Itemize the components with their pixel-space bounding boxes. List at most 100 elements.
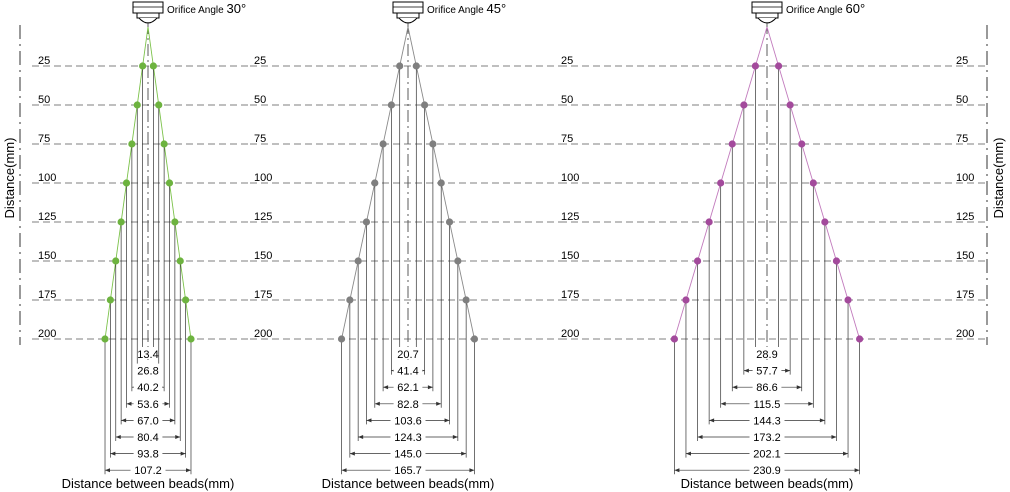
bead-dot (176, 257, 184, 265)
bead-dot (437, 179, 445, 187)
dimension-arrow (808, 401, 814, 406)
left-axis-title: Distance(mm) (2, 138, 17, 219)
distance-label: 125 (561, 211, 579, 223)
distance-label: 200 (561, 328, 579, 340)
bead-dot (670, 335, 679, 343)
dimension-arrow (796, 385, 802, 390)
dimension-arrow (709, 418, 715, 423)
width-label: 173.2 (753, 432, 781, 444)
right-axis-title: Distance(mm) (991, 138, 1006, 219)
width-label: 40.2 (137, 382, 158, 394)
width-label-bg (752, 347, 782, 359)
orifice-angle-label: Orifice Angle 60° (786, 1, 865, 16)
distance-label: 150 (38, 250, 56, 262)
bead-dot (821, 218, 829, 226)
dimension-arrow (843, 451, 849, 456)
orifice-angle-label: Orifice Angle 30° (167, 1, 246, 16)
dimension-arrow (785, 368, 791, 373)
nozzle-icon (751, 1, 783, 24)
dimension-arrow (427, 385, 433, 390)
bead-dot (128, 140, 136, 148)
dimension-arrow (444, 418, 450, 423)
bead-dot (112, 257, 120, 265)
dimension-arrow (674, 468, 680, 473)
bead-dot (728, 140, 736, 148)
width-label: 145.0 (394, 449, 422, 461)
width-label: 107.2 (134, 465, 162, 477)
width-label-bg (749, 396, 785, 409)
bead-dot (371, 179, 379, 187)
distance-label: 50 (561, 94, 573, 106)
distance-label-right: 75 (956, 133, 968, 145)
width-label: 230.9 (753, 465, 781, 477)
dimension-arrow (436, 401, 442, 406)
distance-label-right: 100 (956, 172, 974, 184)
x-axis-title: Distance between beads(mm) (62, 476, 235, 491)
dimension-arrow (164, 401, 170, 406)
distance-label: 125 (38, 211, 56, 223)
distance-label: 150 (254, 250, 272, 262)
orifice-angle-value: 45° (486, 1, 506, 16)
width-label-bg (133, 396, 163, 409)
panel-1: Orifice Angle 30° 25 50 75 100 125 150 175 200 13… (32, 1, 250, 491)
width-label: 115.5 (754, 399, 781, 411)
dimension-arrow (180, 451, 186, 456)
bead-dot (362, 218, 371, 226)
bead-dot (717, 179, 725, 187)
distance-label: 50 (38, 94, 50, 106)
bead-dot (786, 101, 794, 109)
bead-dot (421, 101, 429, 109)
dimension-arrow (374, 401, 380, 406)
dimension-arrow (349, 451, 355, 456)
bead-dot (705, 218, 713, 226)
width-label-bg (393, 396, 423, 409)
bead-dot (454, 257, 462, 265)
width-label-bg (393, 380, 423, 393)
dimension-arrow (169, 418, 175, 423)
distance-label: 150 (561, 250, 579, 262)
distance-label: 175 (561, 289, 579, 301)
width-label-bg (749, 463, 785, 476)
dimension-arrow (697, 435, 703, 439)
width-label-bg (130, 463, 166, 476)
width-label: 93.8 (137, 449, 158, 461)
dimension-arrow (366, 418, 372, 423)
distance-label: 75 (254, 133, 266, 145)
dimension-arrow (854, 468, 860, 473)
bead-dot (122, 179, 131, 187)
bead-dot (470, 335, 479, 343)
panels-layer: Orifice Angle 30° 25 50 75 100 125 150 175 200 13… (32, 1, 987, 491)
width-label-bg (133, 363, 163, 376)
distance-label: 175 (38, 289, 56, 301)
width-label: 165.7 (394, 465, 422, 477)
bead-dot (133, 101, 141, 109)
distance-label-right: 50 (956, 94, 968, 106)
width-label: 103.6 (394, 415, 422, 427)
orifice-angle-prefix: Orifice Angle (786, 5, 845, 16)
width-label-bg (390, 430, 426, 442)
bead-dot (171, 218, 179, 226)
width-label: 124.3 (394, 432, 422, 444)
bead-dot (429, 140, 437, 148)
bead-dot (379, 140, 387, 148)
dimension-arrow (720, 401, 726, 406)
bead-dot (106, 296, 114, 304)
dimension-arrow (383, 385, 389, 390)
orifice-angle-prefix: Orifice Angle (167, 5, 226, 16)
distance-label: 100 (38, 172, 56, 184)
bead-dot (165, 179, 174, 187)
dimension-arrow (185, 468, 191, 473)
bead-dot (139, 62, 147, 70)
dimension-arrow (115, 435, 121, 439)
distance-label: 50 (254, 94, 266, 106)
distance-label: 25 (38, 55, 50, 67)
width-label-bg (133, 446, 163, 459)
width-label: 57.7 (756, 366, 777, 378)
distance-label: 175 (254, 289, 272, 301)
nozzle-icon (132, 1, 164, 24)
dimension-arrow (461, 451, 467, 456)
distance-label-right: 25 (956, 55, 968, 67)
width-label-bg (390, 413, 426, 426)
bead-dot (832, 257, 841, 265)
